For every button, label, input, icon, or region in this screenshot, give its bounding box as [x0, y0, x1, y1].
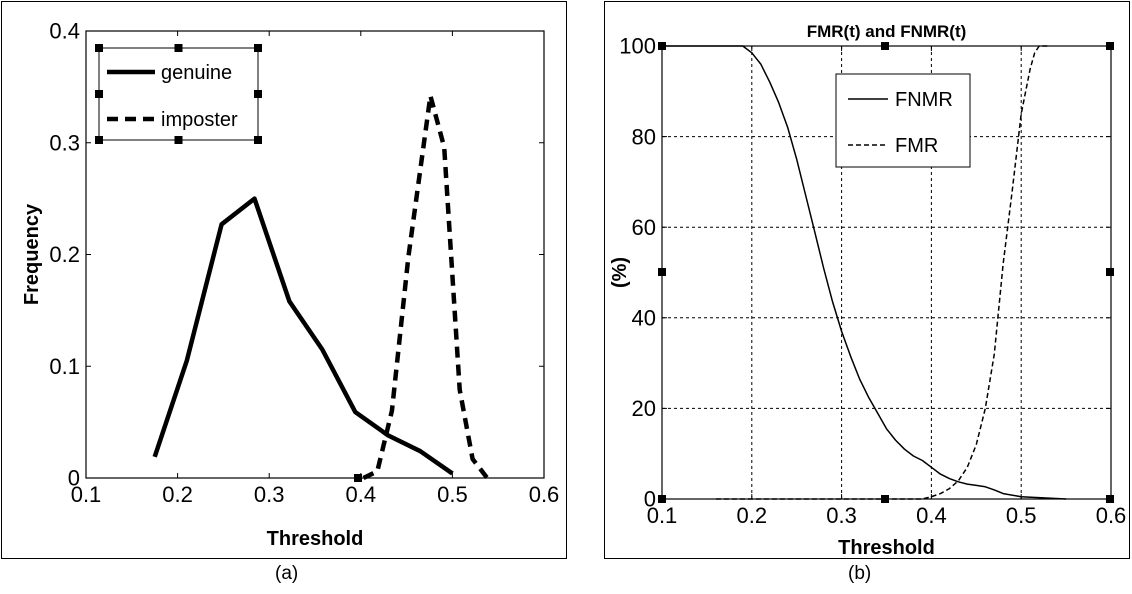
legend-label-fnmr: FNMR	[895, 89, 953, 111]
x-axis-label: Threshold	[267, 528, 364, 550]
x-tick-label: 0.4	[346, 482, 377, 507]
legend: genuine imposter	[95, 44, 262, 144]
x-tick-label: 0.4	[916, 503, 947, 528]
selection-handle	[1106, 495, 1114, 503]
selection-handle	[881, 42, 889, 50]
caption-a: (a)	[275, 563, 299, 584]
x-tick-label: 0.6	[1096, 503, 1127, 528]
y-tick-label: 0.1	[49, 354, 80, 379]
y-tick-label: 0	[644, 487, 656, 512]
x-tick-label: 0.3	[254, 482, 285, 507]
series-line-fnmr	[662, 45, 1067, 500]
figure-frame-b	[604, 1, 1130, 559]
chart-panel-b: 0.1 0.2 0.3 0.4 0.5 0.6 0 20 40 60 80 100 Threshold (…	[598, 0, 1132, 594]
series-line-fmr	[715, 45, 1049, 500]
legend-label-imposter: imposter	[161, 109, 238, 131]
selection-handle	[881, 495, 889, 503]
chart-title: FMR(t) and FNMR(t)	[807, 22, 967, 41]
selection-handle	[95, 44, 103, 52]
frequency-chart: 0.1 0.2 0.3 0.4 0.5 0.600.10.20.30.4Threshold…	[21, 19, 560, 550]
x-tick-label: 0.2	[737, 503, 768, 528]
selection-handle	[174, 44, 183, 52]
y-tick-label: 80	[632, 124, 656, 149]
y-tick-label: 20	[632, 396, 656, 421]
selection-handle	[254, 90, 262, 98]
x-tick-label: 0.5	[1006, 503, 1037, 528]
y-tick-label: 40	[632, 306, 656, 331]
legend-label-genuine: genuine	[161, 62, 232, 84]
legend: FNMR FMR	[835, 73, 971, 168]
y-tick-label: 0	[68, 466, 80, 491]
y-tick-label: 60	[632, 215, 656, 240]
series-line-imposter	[362, 93, 489, 481]
y-tick-label: 100	[619, 34, 656, 59]
error-rate-chart: 0.1 0.2 0.3 0.4 0.5 0.6 0 20 40 60 80 100 Threshold (…	[609, 22, 1127, 559]
y-axis-label: Frequency	[21, 203, 43, 305]
selection-handle	[658, 42, 666, 50]
chart-panel-a: 0.1 0.2 0.3 0.4 0.5 0.6 0 0.1 0.2 0.3 0.4 Threshold…	[1, 1, 567, 584]
x-axis-label: Threshold	[838, 537, 935, 559]
x-tick-label: 0.1	[647, 503, 678, 528]
selection-handle	[658, 268, 666, 276]
y-tick-label: 0.2	[49, 242, 80, 267]
series-line-genuine	[152, 196, 454, 476]
legend-label-fmr: FMR	[895, 135, 938, 157]
selection-handle	[354, 474, 362, 482]
selection-handle	[95, 136, 103, 144]
selection-handle	[658, 495, 666, 503]
x-tick-label: 0.2	[162, 482, 193, 507]
x-tick-label: 0.5	[437, 482, 468, 507]
legend-box	[835, 73, 971, 168]
y-tick-label: 0.4	[49, 19, 80, 44]
selection-handle	[254, 136, 262, 144]
selection-handle	[1106, 42, 1114, 50]
selection-handle	[95, 90, 103, 98]
selection-handle	[254, 44, 262, 52]
x-tick-label: 0.6	[529, 482, 560, 507]
x-tick-label: 0.3	[826, 503, 857, 528]
y-axis-label: (%)	[609, 257, 631, 288]
selection-handle	[174, 136, 183, 144]
y-tick-label: 0.3	[49, 130, 80, 155]
x-tick-label: 0.1	[71, 482, 102, 507]
selection-handle	[1106, 268, 1114, 276]
legend-box	[98, 47, 259, 141]
figure-frame-a	[1, 1, 567, 559]
caption-b: (b)	[848, 563, 872, 584]
